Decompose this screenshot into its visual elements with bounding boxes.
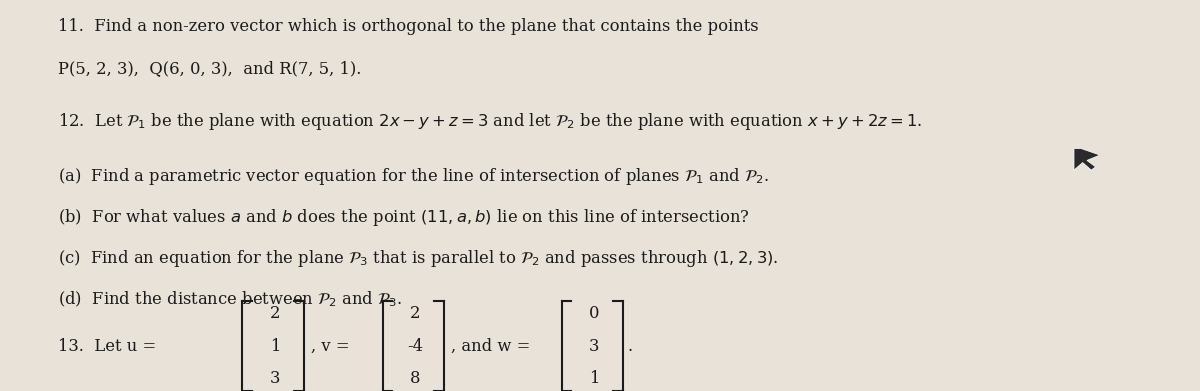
Text: 8: 8	[410, 369, 420, 387]
Text: 11.  Find a non-zero vector which is orthogonal to the plane that contains the p: 11. Find a non-zero vector which is orth…	[58, 18, 758, 34]
Text: -4: -4	[407, 337, 424, 355]
Text: (c)  Find an equation for the plane $\mathcal{P}_3$ that is parallel to $\mathca: (c) Find an equation for the plane $\mat…	[58, 248, 778, 269]
Polygon shape	[1074, 149, 1100, 170]
Text: 1: 1	[589, 369, 599, 387]
Text: , v =: , v =	[311, 337, 355, 355]
Text: 0: 0	[589, 305, 599, 323]
Text: 2: 2	[410, 305, 420, 323]
Text: (a)  Find a parametric vector equation for the line of intersection of planes $\: (a) Find a parametric vector equation fo…	[58, 166, 768, 187]
Text: (b)  For what values $a$ and $b$ does the point $(11, a, b)$ lie on this line of: (b) For what values $a$ and $b$ does the…	[58, 207, 750, 228]
Text: 3: 3	[270, 369, 280, 387]
Text: 13.  Let u =: 13. Let u =	[58, 337, 161, 355]
Text: 2: 2	[270, 305, 280, 323]
Text: 3: 3	[589, 337, 599, 355]
Text: .: .	[628, 337, 632, 355]
Text: 1: 1	[270, 337, 280, 355]
Text: , and w =: , and w =	[451, 337, 536, 355]
Text: (d)  Find the distance between $\mathcal{P}_2$ and $\mathcal{P}_3$.: (d) Find the distance between $\mathcal{…	[58, 289, 402, 309]
Text: P(5, 2, 3),  Q(6, 0, 3),  and R(7, 5, 1).: P(5, 2, 3), Q(6, 0, 3), and R(7, 5, 1).	[58, 61, 361, 77]
Text: 12.  Let $\mathcal{P}_1$ be the plane with equation $2x - y + z = 3$ and let $\m: 12. Let $\mathcal{P}_1$ be the plane wit…	[58, 111, 922, 133]
